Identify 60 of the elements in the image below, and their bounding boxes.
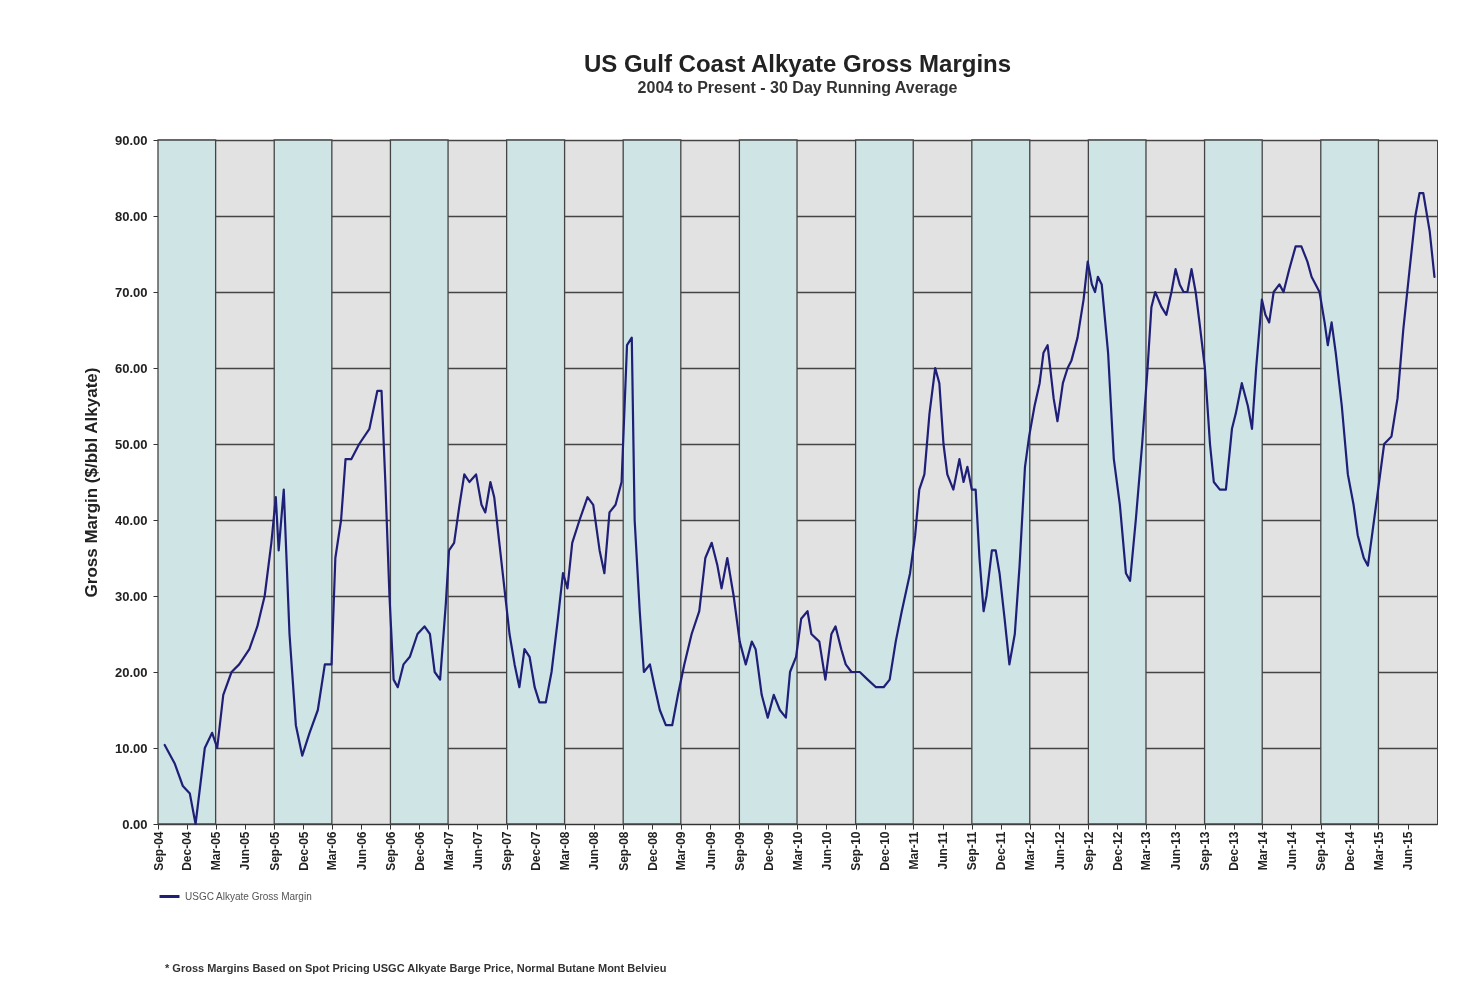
x-tick-label: Jun-06: [354, 831, 369, 871]
y-tick-label: 90.00: [114, 132, 148, 148]
x-tick-label: Mar-07: [441, 831, 456, 871]
x-tick-label: Jun-15: [1401, 831, 1416, 871]
x-tick-label: Jun-12: [1052, 831, 1067, 871]
x-tick-label: Sep-12: [1081, 831, 1096, 871]
line-series: [163, 192, 1436, 826]
x-tick-label: Jun-10: [819, 831, 834, 871]
x-tick-label: Dec-06: [412, 831, 427, 871]
x-tick-label: Sep-04: [151, 831, 166, 871]
x-tick-label: Jun-13: [1168, 831, 1183, 871]
y-tick-label: 20.00: [114, 664, 148, 680]
y-tick-label: 10.00: [114, 740, 148, 756]
text: * Gross Margins Based on Spot Pricing USGC Alkyate Barge Price, Normal Butane Mont Belvieu: [165, 962, 667, 974]
x-tick-label: Sep-08: [616, 831, 631, 871]
x-tick-label: Mar-15: [1371, 831, 1386, 871]
x-tick-label: Mar-12: [1023, 831, 1038, 871]
x-tick-label: Dec-13: [1227, 831, 1242, 871]
x-tick-label: Mar-11: [906, 831, 921, 870]
y-axis-title: Gross Margin ($/bbl Alkyate): [81, 367, 101, 598]
y-tick-label: 50.00: [114, 436, 148, 452]
x-tick-label: Dec-07: [529, 831, 544, 871]
x-tick-label: Jun-08: [587, 831, 602, 871]
x-tick-label: Mar-13: [1139, 831, 1154, 871]
x-tick-label: Mar-06: [325, 831, 340, 871]
x-tick-label: Sep-10: [849, 831, 864, 871]
x-tick-label: Dec-10: [878, 831, 893, 871]
x-tick-label: Jun-07: [470, 831, 485, 871]
x-tick-label: Sep-09: [732, 831, 747, 871]
x-tick-label: Mar-09: [674, 831, 689, 871]
y-tick-label: 30.00: [114, 588, 148, 604]
x-tick-label: Dec-09: [761, 831, 776, 871]
x-tick-label: Sep-13: [1198, 831, 1213, 871]
x-tick-label: Jun-05: [238, 831, 253, 871]
legend-label: USGC Alkyate Gross Margin: [185, 890, 312, 902]
x-tick-label: Dec-05: [296, 831, 311, 871]
x-tick-label: Mar-05: [209, 831, 224, 871]
chart-subtitle: 2004 to Present - 30 Day Running Average: [637, 79, 958, 96]
y-tick-label: 60.00: [114, 360, 148, 376]
chart-title: US Gulf Coast Alkyate Gross Margins: [583, 50, 1012, 77]
x-tick-label: Sep-11: [965, 831, 980, 871]
y-tick-label: 0.00: [122, 816, 148, 832]
x-tick-label: Sep-06: [383, 831, 398, 871]
x-tick-label: Dec-04: [180, 831, 195, 871]
x-tick-label: Sep-05: [267, 831, 282, 871]
y-tick-label: 70.00: [114, 284, 148, 300]
y-tick-label: 40.00: [114, 512, 148, 528]
y-tick-label: 80.00: [114, 208, 148, 224]
x-tick-label: Dec-12: [1110, 831, 1125, 871]
x-tick-label: Jun-11: [936, 831, 951, 870]
x-tick-label: Mar-14: [1255, 831, 1270, 871]
x-tick-label: Sep-14: [1314, 831, 1329, 871]
x-tick-label: Mar-08: [558, 831, 573, 871]
x-tick-label: Mar-10: [790, 831, 805, 871]
x-tick-label: Jun-09: [703, 831, 718, 871]
x-tick-label: Dec-14: [1343, 831, 1358, 871]
x-tick-label: Jun-14: [1284, 831, 1299, 871]
x-tick-label: Sep-07: [500, 831, 515, 871]
x-tick-label: Dec-11: [994, 831, 1009, 871]
x-tick-label: Dec-08: [645, 831, 660, 871]
